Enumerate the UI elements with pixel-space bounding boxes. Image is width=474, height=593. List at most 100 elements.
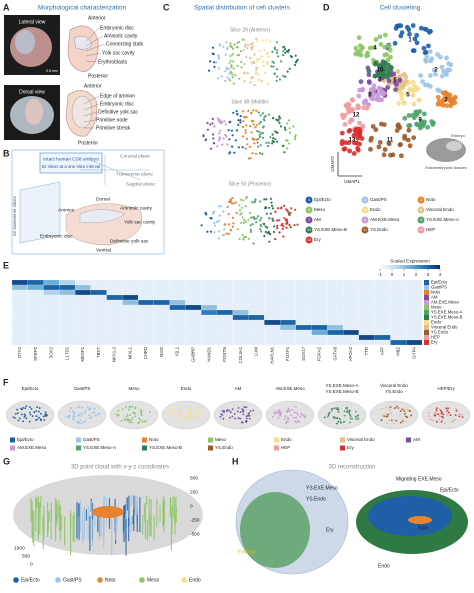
heatmap-cell [43, 294, 60, 301]
cell-dot [397, 407, 400, 409]
panel-f-title: AM.EXE.Meso [275, 386, 305, 391]
cell-dot [402, 408, 405, 411]
cell-dot [256, 59, 259, 63]
legend-badge [305, 236, 313, 244]
cell-dot [239, 417, 242, 420]
heatmap-cell [374, 284, 391, 291]
gene-label: ISL1 [175, 346, 180, 355]
heatmap-cell [327, 299, 344, 306]
cell-dot [16, 408, 18, 411]
cell-dot [216, 145, 219, 148]
cell-dot [187, 418, 189, 421]
cell-dot [335, 417, 337, 419]
cell-dot [228, 409, 231, 412]
heatmap-cell [106, 314, 123, 321]
heatmap-cell [311, 319, 328, 326]
heatmap-cell [295, 319, 312, 326]
cell-dot [356, 93, 362, 99]
scale-tick-label: -1 [378, 272, 382, 277]
cell-dot [273, 225, 276, 228]
heatmap-cell [11, 339, 28, 346]
cell-dot [354, 415, 357, 418]
cell-dot [264, 225, 267, 228]
heatmap-cell [122, 284, 139, 291]
cell-dot [283, 48, 287, 51]
cell-dot [423, 58, 429, 64]
cell-dot [247, 109, 250, 112]
cell-dot [224, 223, 227, 226]
cell-dot [245, 420, 248, 422]
heatmap-cell [201, 284, 218, 291]
cell-dot [263, 71, 267, 74]
heatmap-cell [185, 314, 202, 321]
legend-swatch [10, 437, 15, 443]
cell-dot [289, 55, 292, 58]
heatmap-cell [11, 329, 28, 336]
cell-dot [355, 105, 360, 110]
reconstruction-ecto [368, 496, 452, 536]
heatmap-cell [374, 324, 391, 331]
row-label: AM.EXE.Meso [431, 300, 460, 305]
heatmap-cell [406, 319, 423, 326]
heatmap-cell [264, 334, 281, 341]
cell-dot [264, 114, 267, 117]
cell-dot [399, 410, 402, 412]
cell-dot [271, 217, 274, 220]
cell-dot [239, 198, 242, 201]
cell-dot [252, 123, 255, 126]
cell-dot [237, 146, 240, 149]
heatmap-cell [11, 314, 28, 321]
cell-dot [343, 420, 346, 423]
heatmap-cell [122, 319, 139, 326]
legend-badge [417, 226, 425, 234]
cell-dot [237, 123, 240, 126]
heatmap-cell [75, 279, 91, 286]
cell-dot [24, 407, 27, 410]
cell-dot [241, 125, 245, 129]
cell-dot [261, 152, 264, 156]
cell-dot [406, 408, 409, 411]
cell-dot [288, 131, 292, 134]
panel-f-title: Meso [128, 386, 140, 391]
cell-dot [272, 137, 275, 140]
cell-dot [274, 138, 277, 141]
heatmap-cell [374, 309, 391, 316]
cell-dot [272, 219, 275, 222]
cell-dot [402, 115, 408, 121]
cell-dot [231, 216, 234, 219]
heatmap-cell [43, 304, 60, 311]
cell-dot [282, 54, 285, 57]
heatmap-cell [280, 289, 296, 296]
cell-dot [196, 408, 199, 411]
cell-dot [16, 412, 19, 415]
cell-dot [89, 417, 91, 420]
cell-dot [138, 421, 141, 423]
cell-dot [295, 416, 298, 419]
cell-dot [287, 119, 290, 122]
heatmap-cell [153, 304, 170, 311]
diagram-label: Connecting stalk [106, 41, 143, 47]
legend-label: Meso [314, 207, 326, 212]
heatmap-cell [185, 289, 202, 296]
cell-dot [260, 79, 263, 82]
cell-dot [343, 414, 346, 417]
gene-label: FOXF1 [285, 346, 290, 360]
cell-dot [253, 138, 256, 141]
cell-dot [268, 206, 271, 209]
heatmap-cell [248, 339, 265, 346]
row-label: YS.EXE.Meso-A [431, 310, 463, 315]
heatmap-cell [358, 329, 375, 336]
heatmap-cell [11, 294, 28, 301]
panel-f-title: Endo [181, 386, 192, 391]
heatmap-cell [43, 319, 60, 326]
cell-dot [255, 37, 258, 41]
cell-dot [77, 422, 80, 424]
heatmap-cell [295, 289, 312, 296]
row-color [424, 280, 429, 285]
cell-dot [346, 109, 351, 115]
cell-dot [218, 44, 221, 47]
legend-label: Epi/Ecto [21, 577, 40, 583]
cell-dot [251, 152, 254, 155]
cell-dot [251, 223, 254, 226]
cell-dot [276, 412, 279, 414]
